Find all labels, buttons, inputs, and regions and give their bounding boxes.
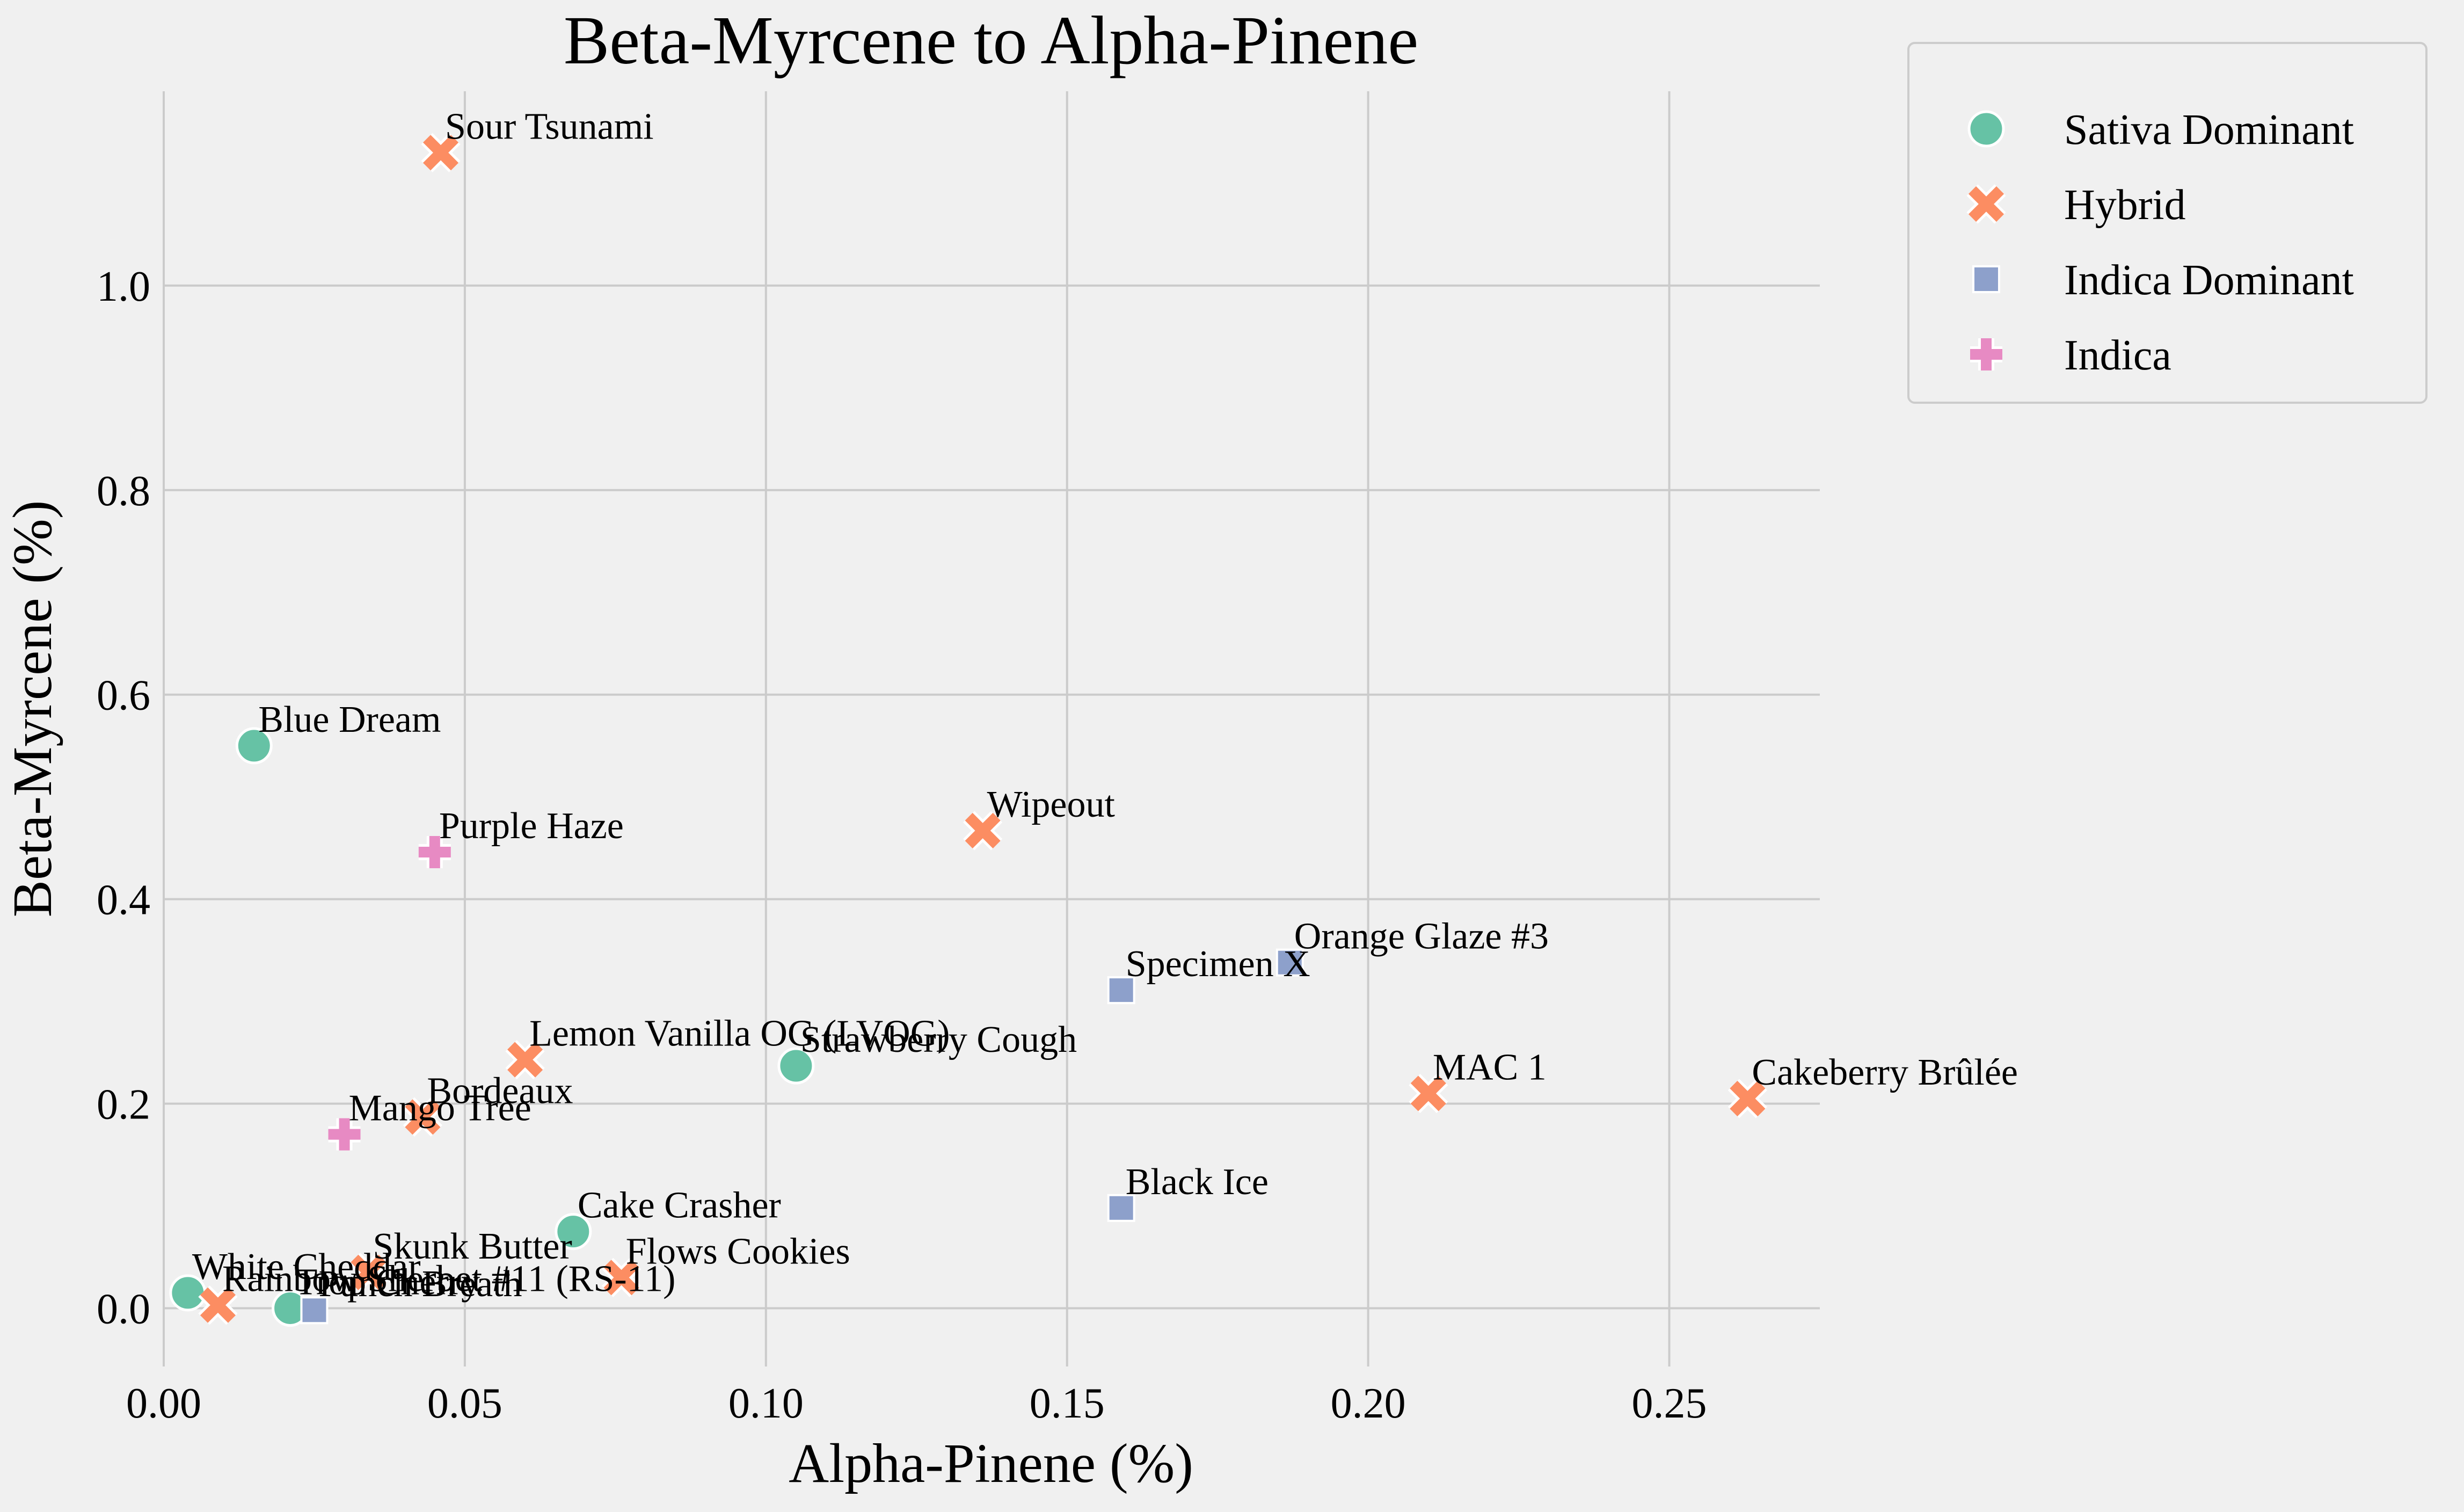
data-point-plus	[418, 836, 451, 868]
data-point-circle	[555, 1213, 592, 1251]
y-tick-label: 0.4	[97, 877, 150, 924]
data-point-square	[1107, 1194, 1135, 1222]
y-axis-label: Beta-Myrcene (%)	[2, 500, 63, 918]
data-point-x	[1409, 1073, 1448, 1114]
data-point-circle	[777, 1047, 815, 1085]
legend-label: Indica	[2064, 332, 2171, 379]
marker-stroke	[328, 1118, 361, 1151]
chart-title: Beta-Myrcene to Alpha-Pinene	[564, 2, 1418, 78]
data-point-square	[300, 1296, 329, 1325]
data-markers	[169, 133, 1767, 1327]
data-point-plus	[328, 1118, 361, 1151]
x-tick-label: 0.00	[126, 1380, 201, 1427]
data-point-circle	[1967, 110, 2005, 148]
data-point-plus	[1970, 338, 2002, 370]
x-axis-label: Alpha-Pinene (%)	[789, 1433, 1193, 1494]
data-point-x	[1966, 184, 2006, 224]
point-label: Black Ice	[1126, 1161, 1269, 1203]
point-label: White Cheddar	[192, 1246, 421, 1288]
marker-stroke	[351, 1254, 387, 1290]
marker-stroke	[1410, 1075, 1446, 1111]
point-label: Bordeaux	[427, 1070, 573, 1111]
marker-stroke	[418, 836, 451, 868]
legend-label: Sativa Dominant	[2064, 106, 2354, 154]
data-point-x	[1727, 1079, 1767, 1118]
y-tick-label: 1.0	[97, 263, 150, 310]
marker-stroke	[1730, 1080, 1766, 1117]
marker-stroke	[965, 812, 1001, 849]
point-label: MAC 1	[1433, 1046, 1547, 1088]
data-point-x	[505, 1040, 545, 1080]
point-label: Strawberry Cough	[800, 1019, 1077, 1060]
y-tick-label: 0.0	[97, 1285, 150, 1333]
legend-frame	[1907, 42, 2427, 404]
point-label: Flows Cookies	[626, 1231, 850, 1272]
point-annotations: Blue Dream Strawberry Cough Cake Crasher Wh…	[192, 106, 2018, 1305]
point-label: Trop Cherry	[295, 1261, 480, 1303]
marker-stroke	[422, 135, 459, 171]
point-label: Orange Glaze #3	[1294, 916, 1549, 957]
x-tick-label: 0.05	[427, 1380, 502, 1427]
data-point-x	[421, 133, 461, 172]
data-point-square	[1107, 976, 1135, 1005]
legend-label: Hybrid	[2064, 181, 2186, 229]
marker-stroke	[507, 1042, 543, 1078]
data-point-x	[403, 1097, 442, 1137]
data-point-x	[963, 811, 1003, 851]
axis-ticks: 0.00 0.05 0.10 0.15 0.20 0.25 0.0 0.2 0.4 0.6 0.8 1…	[97, 263, 1707, 1427]
marker-stroke	[1970, 338, 2002, 370]
point-label: Cakeberry Brûlée	[1752, 1052, 2018, 1093]
point-label: Purple Haze	[439, 805, 624, 847]
point-label: Cake Crasher	[578, 1185, 781, 1226]
point-label: Sour Tsunami	[445, 106, 654, 147]
legend-label: Indica Dominant	[2064, 257, 2354, 304]
x-tick-label: 0.25	[1632, 1380, 1707, 1427]
x-tick-label: 0.20	[1331, 1380, 1406, 1427]
x-tick-label: 0.15	[1030, 1380, 1105, 1427]
point-label: Lemon Vanilla OG (LVOG)	[529, 1013, 950, 1055]
grid-lines	[163, 91, 1820, 1366]
y-tick-label: 0.8	[97, 468, 150, 515]
data-point-x	[198, 1285, 238, 1325]
x-tick-label: 0.10	[728, 1380, 804, 1427]
point-label: Blue Dream	[258, 699, 441, 740]
y-tick-label: 0.6	[97, 672, 150, 719]
y-tick-label: 0.2	[97, 1081, 150, 1129]
marker-stroke	[200, 1287, 236, 1323]
point-label: Specimen X	[1126, 943, 1310, 985]
marker-stroke	[1968, 186, 2004, 222]
point-label: Punch Breath	[318, 1263, 522, 1305]
point-label: Skunk Butter	[373, 1226, 572, 1267]
point-label: Rainbow Sherbet #11 (RS-11)	[222, 1259, 675, 1300]
legend: Sativa Dominant Hybrid Indica Dominant Indi…	[1907, 42, 2427, 404]
data-point-circle	[235, 727, 273, 765]
point-label: Wipeout	[987, 784, 1116, 825]
point-label: Mango Tree	[349, 1088, 531, 1129]
data-point-x	[601, 1257, 641, 1297]
data-point-square	[1972, 265, 2000, 293]
data-point-square	[1275, 948, 1304, 977]
marker-stroke	[405, 1099, 441, 1135]
data-point-x	[348, 1253, 389, 1292]
marker-stroke	[603, 1260, 639, 1296]
